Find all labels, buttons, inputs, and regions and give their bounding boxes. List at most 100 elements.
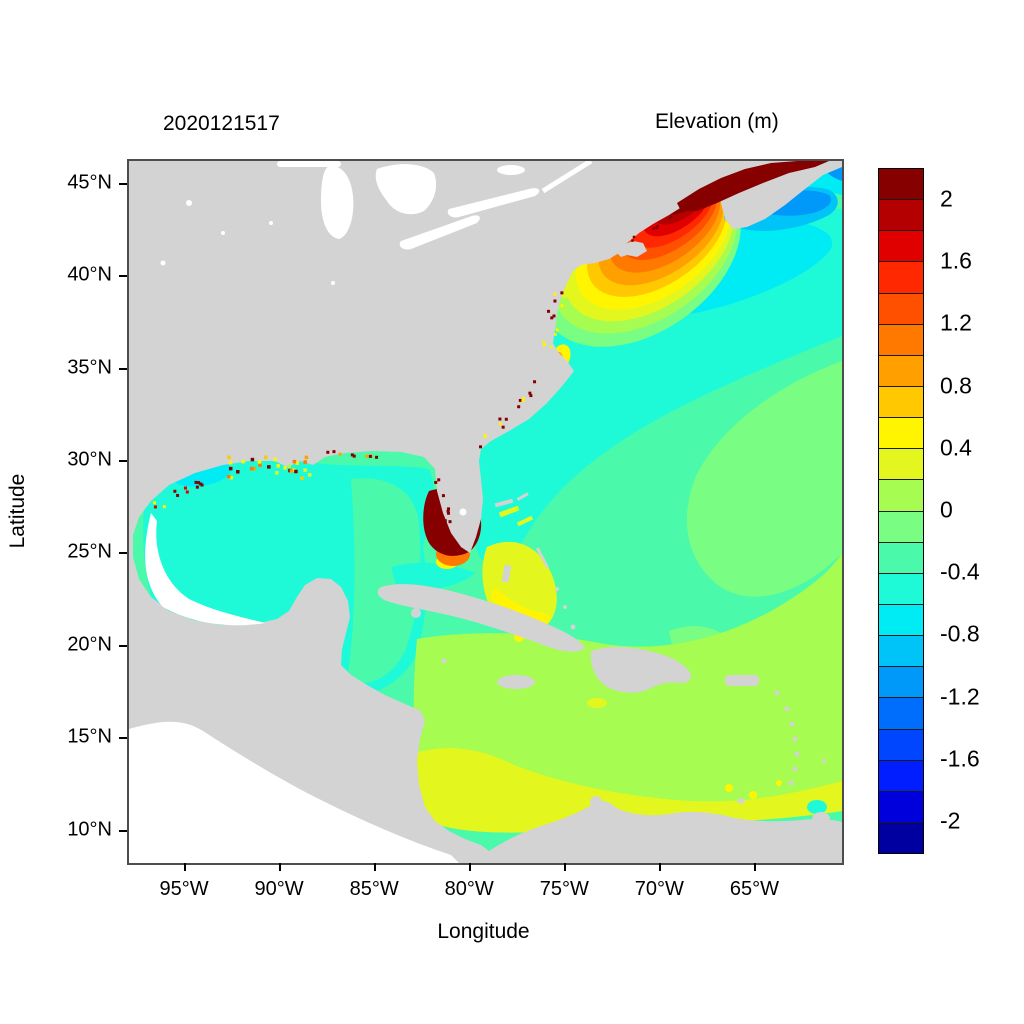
coastal-speckle: [517, 405, 521, 409]
coastal-speckle: [368, 454, 372, 458]
coastal-speckle: [483, 434, 487, 438]
water-overlays: [677, 161, 829, 211]
x-tick-label: 70°W: [634, 878, 684, 900]
coastal-speckle: [656, 224, 659, 228]
coastal-speckle: [553, 299, 557, 303]
colorbar-cell-11: [879, 511, 923, 543]
x-tick-label: 80°W: [444, 878, 494, 900]
y-tick-mark: [119, 644, 127, 647]
coastal-speckle: [375, 455, 379, 459]
coastal-speckle: [283, 466, 287, 470]
coastal-speckle: [553, 292, 557, 296]
x-tick-mark: [374, 863, 377, 871]
mid-atlantic-light-green-blob: [686, 361, 842, 597]
y-tick-label: 30°N: [67, 448, 112, 471]
colorbar-cell-9: [879, 449, 923, 481]
coastal-speckle: [236, 470, 240, 474]
y-tick-label: 40°N: [67, 263, 112, 286]
land-jamaica: [497, 675, 535, 689]
land-abaco: [516, 492, 529, 501]
colorbar-tick-label: 1.2: [940, 309, 972, 336]
coastal-speckle: [252, 466, 256, 471]
colorbar-cell-3: [879, 262, 923, 294]
coastal-speckle: [304, 455, 309, 460]
gonave-yellow-green-patch: [587, 698, 607, 708]
coastal-speckle: [289, 469, 294, 473]
colorbar-cell-16: [879, 667, 923, 699]
lake-michigan: [321, 165, 354, 239]
pacific-no-data-region: [129, 721, 459, 863]
little-bahama-streak: [498, 505, 520, 518]
colorbar-tick-label: -1.2: [940, 683, 980, 710]
y-tick-label: 15°N: [67, 725, 112, 748]
coastal-speckle: [542, 340, 546, 344]
land-south-america: [481, 801, 842, 863]
coastal-speckle: [533, 380, 537, 384]
x-tick-label: 65°W: [729, 878, 779, 900]
colorbar-cell-20: [879, 791, 923, 823]
x-tick-mark: [469, 863, 472, 871]
coastal-speckle: [669, 215, 673, 219]
colorbar-cell-1: [879, 200, 923, 232]
coastal-speckle: [195, 485, 199, 489]
trinidad-teal-spot: [807, 800, 827, 814]
coastal-speckle: [228, 460, 233, 465]
south-caribbean-yellow-green-band: [399, 748, 842, 833]
coastal-speckle: [332, 450, 336, 454]
st-lawrence-river: [541, 161, 593, 194]
antilles-dot-5: [794, 751, 800, 757]
colorbar-tick-label: -0.8: [940, 620, 980, 647]
coastal-speckle: [249, 466, 254, 471]
antilles-dot-7: [788, 780, 794, 786]
map-plot-area: [127, 159, 844, 865]
colorbar-tick-label: -0.4: [940, 558, 980, 585]
coastal-speckle: [292, 459, 297, 464]
colorbar-tick-label: 0.4: [940, 434, 972, 461]
coastal-speckle: [295, 461, 299, 465]
land-bahama-islands: [494, 492, 576, 630]
inland-lake-dot-3: [160, 260, 166, 266]
coastal-speckle: [498, 417, 502, 421]
colorbar-cell-19: [879, 760, 923, 792]
coastal-speckle: [550, 316, 554, 320]
coastal-speckle: [547, 309, 551, 313]
lake-okeechobee: [459, 508, 467, 516]
coastal-speckle: [447, 511, 451, 515]
coastal-speckle: [267, 465, 271, 469]
coastal-speckle: [434, 480, 438, 484]
y-tick-label: 25°N: [67, 540, 112, 563]
coastal-speckle: [555, 328, 559, 332]
coastal-speckle: [631, 239, 634, 242]
coastal-speckle: [258, 463, 262, 467]
coastal-speckle: [560, 291, 564, 295]
coastal-speckle: [501, 425, 505, 429]
antilles-dot-3: [789, 721, 795, 727]
coastal-speckle: [365, 454, 369, 458]
coastal-speckle: [529, 394, 533, 398]
coastal-speckle: [275, 471, 279, 475]
y-tick-mark: [119, 367, 127, 370]
lake-ontario: [447, 188, 540, 218]
antilles-dot-1: [774, 690, 780, 696]
inland-lake-dot-2: [221, 231, 225, 235]
lake-erie: [399, 215, 480, 250]
coastal-estuary-speckles: [153, 215, 673, 524]
land-cape-cod: [617, 241, 647, 257]
x-tick-mark: [279, 863, 282, 871]
antilles-dot-8: [822, 759, 826, 763]
colorbar-tick-label: -1.6: [940, 745, 980, 772]
colorbar-tick-label: -2: [940, 807, 961, 834]
coastal-speckle: [549, 345, 553, 349]
coastal-speckle: [294, 469, 298, 474]
colorbar-tick-label: 1.6: [940, 247, 972, 274]
coastal-speckle: [228, 466, 233, 471]
y-axis-label: Latitude: [6, 473, 29, 549]
elevation-colorbar: [878, 168, 924, 854]
y-tick-mark: [119, 460, 127, 463]
x-tick-mark: [184, 863, 187, 871]
x-axis-label: Longitude: [437, 920, 530, 943]
y-tick-label: 45°N: [67, 171, 112, 194]
x-tick-label: 85°W: [349, 878, 399, 900]
colorbar-cell-6: [879, 355, 923, 387]
